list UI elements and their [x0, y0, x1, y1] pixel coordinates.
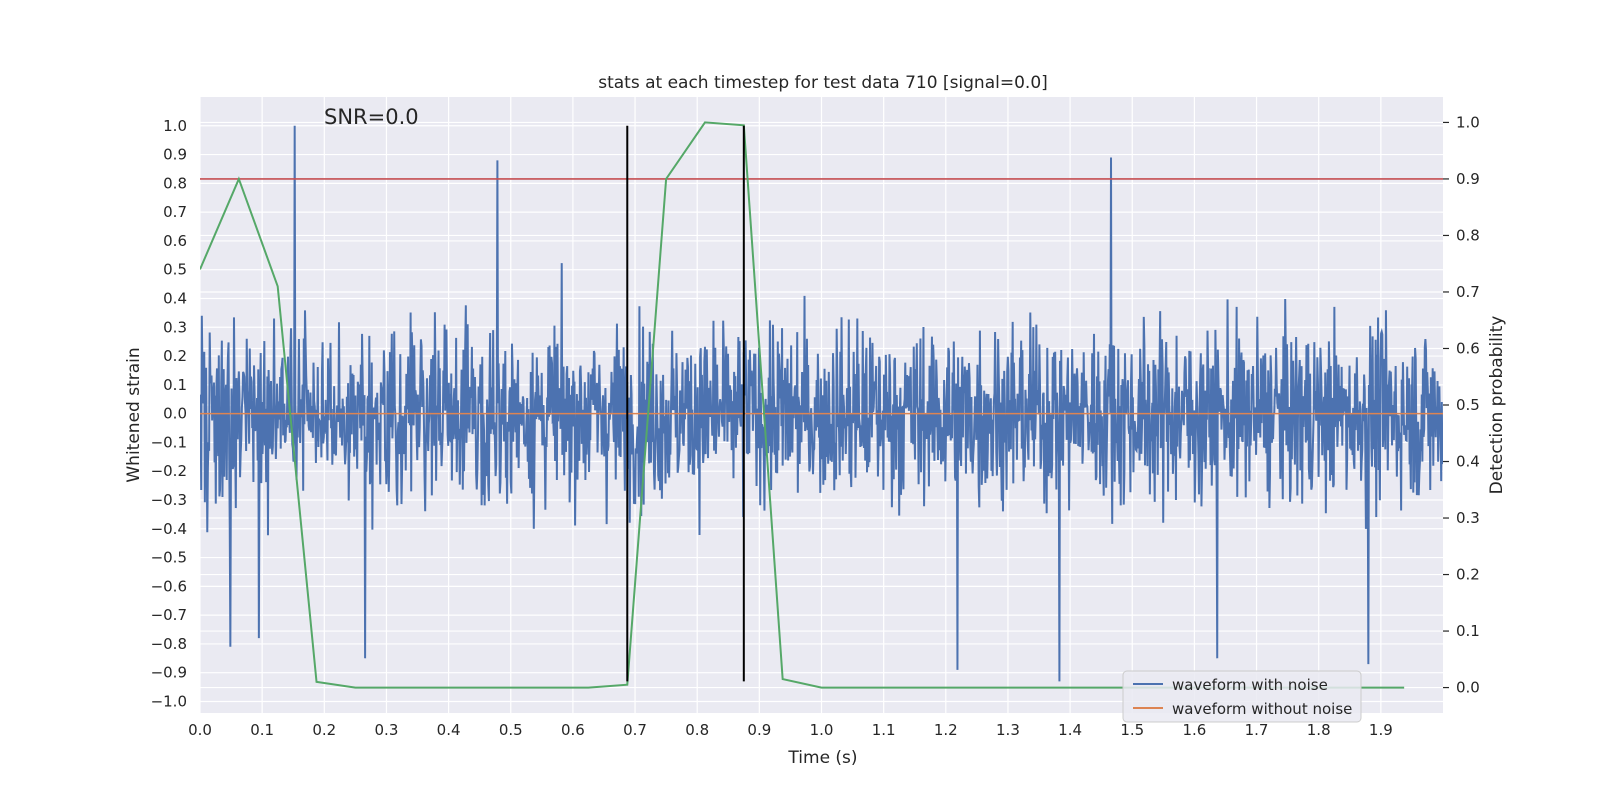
series-line-waveform-with-noise — [200, 125, 1443, 682]
x-tick-label: 1.4 — [1058, 721, 1082, 739]
y2-tick-label: 0.7 — [1456, 283, 1480, 301]
x-tick-label: 0.2 — [312, 721, 336, 739]
x-tick-label: 0.5 — [499, 721, 523, 739]
x-tick-label: 0.3 — [375, 721, 399, 739]
y-tick-label: −1.0 — [151, 692, 187, 710]
y2-tick-label: 0.4 — [1456, 453, 1480, 471]
x-tick-label: 1.3 — [996, 721, 1020, 739]
y-tick-label: −0.8 — [151, 635, 187, 653]
y2-axis-ticks: 1.0 0.9 0.8 0.7 0.6 0.5 0.4 0.3 0.2 0.1 0.0 — [1443, 113, 1480, 697]
y2-tick-label: 0.9 — [1456, 170, 1480, 188]
y-tick-label: 0.7 — [163, 203, 187, 221]
x-tick-label: 1.1 — [872, 721, 896, 739]
y-tick-label: 0.2 — [163, 347, 187, 365]
x-tick-label: 1.7 — [1245, 721, 1269, 739]
x-axis-label: Time (s) — [787, 748, 857, 768]
y-tick-label: 0.0 — [163, 405, 187, 423]
y-tick-label: 1.0 — [163, 117, 187, 135]
y-tick-label: 0.4 — [163, 289, 187, 307]
y-tick-label: −0.2 — [151, 462, 187, 480]
x-tick-label: 0.8 — [685, 721, 709, 739]
y-tick-label: −0.4 — [151, 520, 187, 538]
x-tick-label: 0.9 — [747, 721, 771, 739]
y-tick-label: −0.1 — [151, 433, 187, 451]
x-tick-label: 0.7 — [623, 721, 647, 739]
x-tick-label: 1.5 — [1120, 721, 1144, 739]
x-tick-label: 1.0 — [810, 721, 834, 739]
y2-tick-label: 0.0 — [1456, 679, 1480, 697]
y-tick-label: 0.6 — [163, 232, 187, 250]
y-tick-label: 0.3 — [163, 318, 187, 336]
y-tick-label: 0.1 — [163, 376, 187, 394]
x-tick-label: 0.6 — [561, 721, 585, 739]
x-tick-label: 1.9 — [1369, 721, 1393, 739]
y-tick-label: 0.5 — [163, 261, 187, 279]
x-axis-ticks: 0.0 0.1 0.2 0.3 0.4 0.5 0.6 0.7 0.8 0.9 1.0 1.1 1.2 1… — [188, 721, 1393, 739]
x-tick-label: 0.4 — [437, 721, 461, 739]
y-axis-ticks: 1.0 0.9 0.8 0.7 0.6 0.5 0.4 0.3 0.2 0.1 0.0 −0.1 −0.… — [151, 117, 187, 711]
plot-content — [200, 121, 1443, 689]
y2-tick-label: 0.6 — [1456, 339, 1480, 357]
y-tick-label: −0.9 — [151, 664, 187, 682]
y-axis-label: Whitened strain — [124, 347, 144, 482]
y-tick-label: 0.9 — [163, 146, 187, 164]
x-tick-label: 1.2 — [934, 721, 958, 739]
legend-label-waveform-with-noise: waveform with noise — [1172, 676, 1328, 694]
y2-tick-label: 1.0 — [1456, 113, 1480, 131]
y2-tick-label: 0.8 — [1456, 226, 1480, 244]
y-tick-label: −0.5 — [151, 549, 187, 567]
y2-tick-label: 0.2 — [1456, 566, 1480, 584]
snr-annotation: SNR=0.0 — [324, 105, 419, 129]
x-tick-label: 0.1 — [250, 721, 274, 739]
y2-tick-label: 0.3 — [1456, 509, 1480, 527]
y-tick-label: −0.3 — [151, 491, 187, 509]
vertical-markers — [626, 125, 745, 682]
y-tick-label: −0.6 — [151, 577, 187, 595]
x-tick-label: 0.0 — [188, 721, 212, 739]
legend: waveform with noise waveform without noi… — [1122, 670, 1362, 723]
y2-axis-label: Detection probability — [1487, 316, 1507, 495]
y2-tick-label: 0.5 — [1456, 396, 1480, 414]
x-tick-label: 1.6 — [1182, 721, 1206, 739]
legend-box — [1122, 670, 1362, 723]
y2-tick-label: 0.1 — [1456, 622, 1480, 640]
y-tick-label: 0.8 — [163, 174, 187, 192]
x-tick-label: 1.8 — [1307, 721, 1331, 739]
y-tick-label: −0.7 — [151, 606, 187, 624]
chart-title: stats at each timestep for test data 710… — [598, 73, 1048, 93]
legend-label-waveform-without-noise: waveform without noise — [1172, 700, 1352, 718]
